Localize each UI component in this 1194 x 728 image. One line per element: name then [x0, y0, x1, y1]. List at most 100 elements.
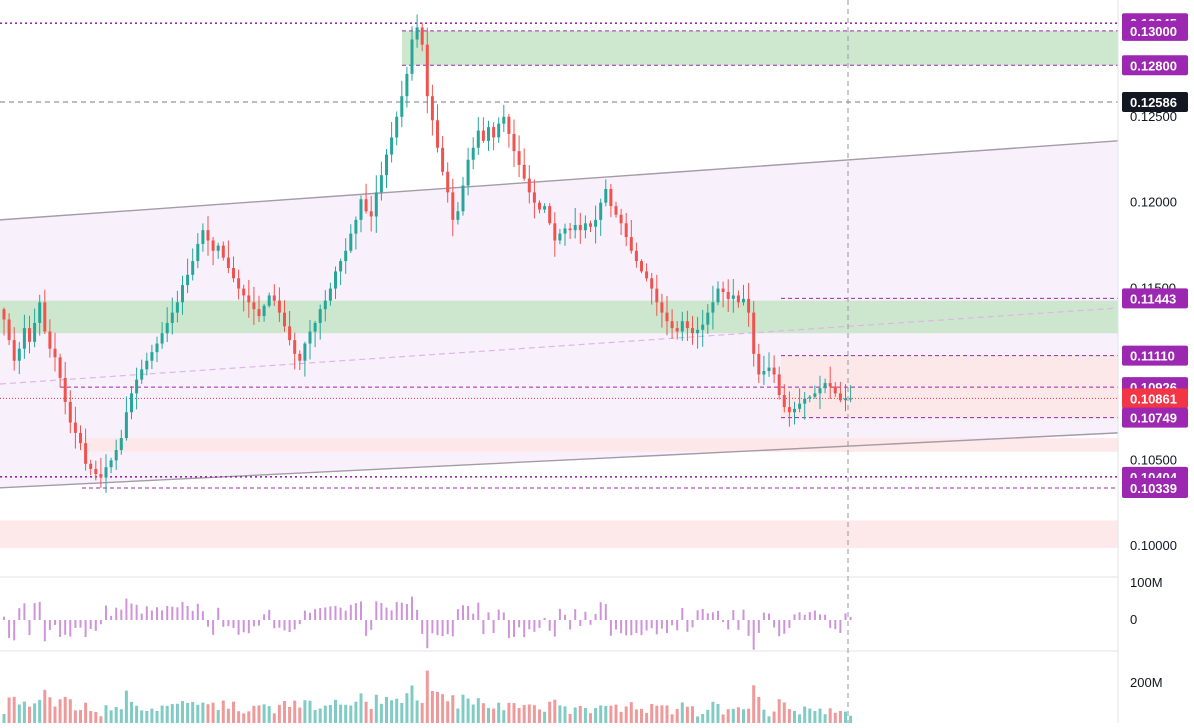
- candle[interactable]: [109, 457, 113, 474]
- candle[interactable]: [323, 290, 327, 322]
- candle[interactable]: [359, 195, 363, 233]
- candle[interactable]: [22, 314, 26, 359]
- candle[interactable]: [451, 178, 455, 237]
- candle[interactable]: [175, 290, 179, 323]
- candle[interactable]: [614, 201, 618, 218]
- candle[interactable]: [573, 207, 577, 239]
- candle[interactable]: [767, 352, 771, 377]
- candle[interactable]: [89, 459, 93, 476]
- candle[interactable]: [237, 269, 241, 300]
- candle[interactable]: [267, 292, 271, 308]
- candle[interactable]: [645, 263, 649, 282]
- candle[interactable]: [793, 401, 796, 425]
- candle[interactable]: [165, 307, 169, 343]
- candle[interactable]: [7, 313, 11, 346]
- candle[interactable]: [716, 281, 720, 306]
- candle[interactable]: [844, 384, 847, 412]
- candle[interactable]: [803, 392, 807, 420]
- candle[interactable]: [762, 355, 766, 385]
- candle[interactable]: [298, 350, 302, 371]
- candle[interactable]: [757, 343, 761, 384]
- candle[interactable]: [742, 284, 745, 306]
- candle[interactable]: [425, 27, 429, 114]
- candle[interactable]: [446, 162, 450, 203]
- candle[interactable]: [747, 283, 751, 327]
- candle[interactable]: [17, 341, 21, 375]
- candle[interactable]: [119, 429, 123, 455]
- candle[interactable]: [543, 203, 547, 213]
- candle[interactable]: [354, 216, 358, 250]
- candle[interactable]: [206, 216, 210, 256]
- candle[interactable]: [583, 215, 587, 239]
- candle[interactable]: [420, 22, 424, 52]
- candle[interactable]: [594, 205, 598, 244]
- candle[interactable]: [665, 296, 669, 336]
- candle[interactable]: [283, 300, 286, 332]
- candle[interactable]: [818, 375, 822, 409]
- candle[interactable]: [721, 281, 725, 308]
- candle[interactable]: [813, 385, 817, 399]
- candle[interactable]: [532, 179, 536, 219]
- candle[interactable]: [711, 285, 715, 330]
- candle[interactable]: [79, 425, 82, 451]
- candle[interactable]: [787, 391, 791, 427]
- candle[interactable]: [145, 352, 149, 376]
- candle[interactable]: [73, 406, 77, 449]
- candle[interactable]: [726, 279, 730, 313]
- price-tag[interactable]: 0.11443: [1122, 288, 1188, 309]
- candle[interactable]: [507, 113, 511, 148]
- price-tag[interactable]: 0.11110: [1122, 345, 1188, 366]
- candle[interactable]: [68, 390, 72, 434]
- candle[interactable]: [277, 287, 281, 322]
- candle[interactable]: [28, 315, 31, 354]
- price-tag[interactable]: 0.12800: [1122, 55, 1188, 76]
- candle[interactable]: [221, 241, 225, 261]
- candle[interactable]: [170, 297, 174, 335]
- candle[interactable]: [553, 212, 557, 257]
- candle[interactable]: [12, 327, 16, 371]
- candle[interactable]: [369, 195, 373, 232]
- candle[interactable]: [563, 223, 567, 246]
- candle[interactable]: [242, 284, 246, 312]
- candle[interactable]: [634, 242, 638, 268]
- candle[interactable]: [497, 117, 501, 143]
- candle[interactable]: [706, 304, 710, 334]
- candle[interactable]: [522, 148, 526, 181]
- candle[interactable]: [492, 122, 496, 151]
- candle[interactable]: [262, 303, 266, 322]
- candle[interactable]: [58, 353, 62, 388]
- candle[interactable]: [466, 147, 470, 196]
- channel-lower-line[interactable]: [0, 432, 1119, 489]
- candle[interactable]: [38, 294, 42, 336]
- candle[interactable]: [186, 258, 190, 293]
- candle[interactable]: [548, 203, 552, 226]
- candle[interactable]: [99, 457, 103, 488]
- candle[interactable]: [833, 382, 837, 397]
- candle[interactable]: [441, 136, 445, 176]
- candle[interactable]: [476, 117, 480, 156]
- price-tag[interactable]: 0.10339: [1122, 478, 1188, 499]
- candle[interactable]: [456, 202, 460, 225]
- candle[interactable]: [410, 26, 414, 81]
- candle[interactable]: [150, 344, 154, 369]
- channel-upper-line[interactable]: [0, 140, 1119, 221]
- candle[interactable]: [599, 198, 603, 236]
- price-tag[interactable]: 0.10861: [1122, 388, 1188, 409]
- candle[interactable]: [226, 240, 230, 274]
- candle[interactable]: [604, 179, 608, 207]
- candle[interactable]: [318, 304, 322, 340]
- candle[interactable]: [798, 388, 802, 413]
- candle[interactable]: [461, 176, 465, 216]
- candle[interactable]: [339, 258, 343, 286]
- candle[interactable]: [675, 320, 679, 340]
- candle[interactable]: [160, 322, 164, 349]
- candle[interactable]: [379, 161, 383, 201]
- candle[interactable]: [43, 289, 47, 335]
- candle[interactable]: [471, 137, 475, 170]
- candle[interactable]: [619, 208, 623, 236]
- candle[interactable]: [502, 104, 506, 133]
- candle[interactable]: [405, 66, 409, 108]
- candle[interactable]: [2, 307, 6, 336]
- candle[interactable]: [364, 183, 368, 214]
- candle[interactable]: [395, 111, 399, 146]
